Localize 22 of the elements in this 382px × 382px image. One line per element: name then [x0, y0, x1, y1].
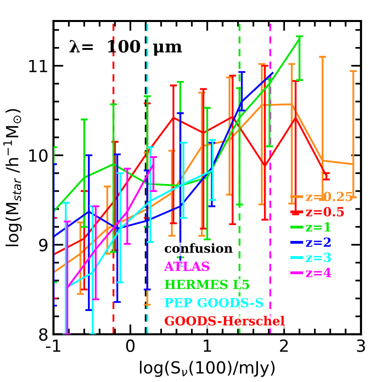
x-tick-label: 2	[280, 339, 288, 352]
x-tick-label: 0	[126, 339, 135, 352]
legend-label: z=2	[306, 237, 331, 247]
ref-line-label: confusion	[164, 243, 233, 253]
x-tick-label: 3	[356, 339, 365, 352]
y-tick-label: 8	[39, 328, 48, 341]
ref-line-label: PEP GOODS-S	[164, 298, 264, 308]
legend-label: z=3	[306, 252, 331, 262]
y-tick-label: 9	[39, 238, 48, 252]
ref-line-label: GOODS-Herschel	[164, 316, 285, 326]
y-axis-title: log(M$_{star}$ /h$^{−1}$M$_{⊙}$)	[3, 109, 22, 246]
x-tick-label: -1	[46, 340, 60, 352]
annotation: λ= 100 μm	[69, 40, 182, 56]
x-axis-title: log(S$_{ν}$(100)/mJy)	[140, 360, 275, 377]
legend-label: z=1	[306, 222, 330, 232]
x-tick-label: 1	[204, 340, 211, 352]
ref-line-label: HERMES L5	[164, 280, 250, 290]
legend-label: z=4	[306, 268, 332, 278]
y-tick-label: 10	[29, 149, 48, 162]
ref-line-label: ATLAS	[164, 262, 210, 272]
legend-label: z=0.5	[306, 206, 344, 216]
y-tick-label: 11	[29, 60, 48, 72]
